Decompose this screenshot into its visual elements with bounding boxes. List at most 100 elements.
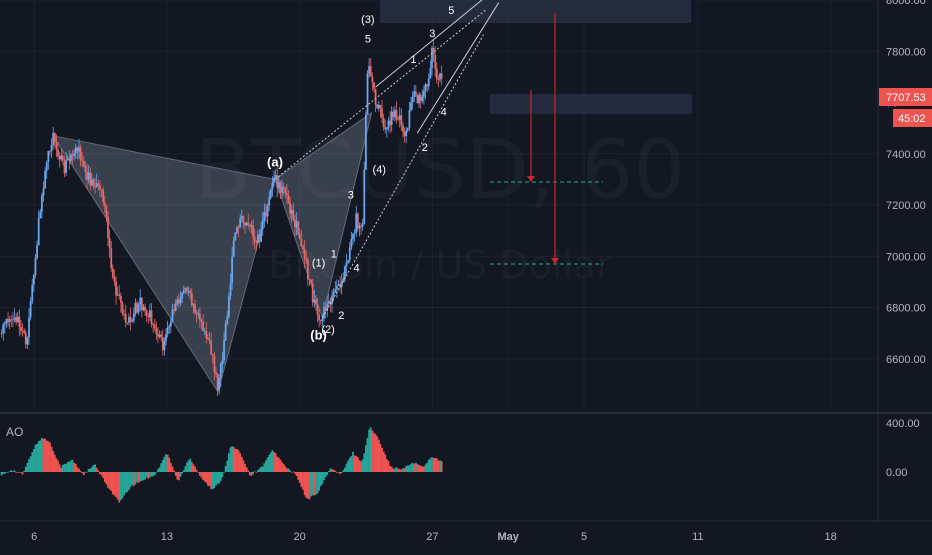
- ao-bar: [207, 472, 209, 486]
- ao-bar: [363, 453, 365, 472]
- time-tick-label: 6: [31, 531, 37, 543]
- ao-bar: [244, 464, 246, 472]
- time-tick-label: 18: [824, 531, 836, 543]
- price-candle: [194, 304, 196, 312]
- ao-bar: [347, 460, 349, 472]
- price-candle: [205, 331, 207, 338]
- ao-bar: [376, 436, 378, 472]
- price-candle: [310, 280, 312, 283]
- price-candle: [91, 180, 93, 186]
- ao-bar: [164, 457, 166, 472]
- price-candle: [373, 82, 375, 89]
- price-candle: [367, 73, 369, 114]
- price-candle: [27, 337, 29, 344]
- price-candle: [386, 128, 388, 130]
- ao-bar: [155, 472, 157, 473]
- ao-bar: [294, 472, 296, 474]
- ao-bar: [431, 457, 433, 472]
- ao-bar: [246, 467, 248, 472]
- price-candle: [418, 95, 420, 103]
- resistance-zone-top: [380, 0, 691, 23]
- ao-bar: [186, 463, 188, 472]
- ao-bar: [360, 461, 362, 472]
- ao-indicator-label: AO: [6, 425, 23, 439]
- ao-bar: [297, 472, 299, 480]
- ao-bar: [222, 472, 224, 477]
- price-tick-label: 6600.00: [886, 354, 926, 366]
- ao-bar: [391, 467, 393, 472]
- ao-bar: [49, 442, 51, 472]
- ao-bar: [389, 466, 391, 472]
- ao-bar: [81, 472, 83, 473]
- ao-bar: [143, 472, 145, 480]
- price-candle: [9, 319, 11, 322]
- price-candle: [44, 171, 46, 189]
- ao-bar: [138, 472, 140, 483]
- ao-bar: [265, 460, 267, 472]
- ao-bar: [1, 472, 3, 475]
- wave-label: 5: [448, 5, 454, 17]
- price-candle: [12, 320, 14, 321]
- ao-bar: [176, 472, 178, 480]
- price-candle: [62, 155, 64, 160]
- ao-bar: [59, 464, 61, 472]
- price-candle: [17, 317, 19, 322]
- price-candle: [109, 238, 111, 248]
- price-candle: [165, 334, 167, 341]
- price-candle: [123, 314, 125, 315]
- price-candle: [309, 279, 311, 280]
- ao-bar: [210, 472, 212, 489]
- ao-bar: [268, 455, 270, 472]
- ao-bar: [326, 472, 328, 475]
- price-candle: [349, 247, 351, 260]
- ao-bar: [7, 472, 9, 473]
- ao-bar: [381, 448, 383, 472]
- price-candle: [439, 73, 441, 79]
- ao-bar: [359, 460, 361, 472]
- price-candle: [280, 182, 282, 193]
- ao-bar: [276, 457, 278, 472]
- ao-bar: [139, 472, 141, 481]
- ao-bar: [22, 472, 24, 474]
- ao-bar: [425, 464, 427, 472]
- price-candle: [47, 151, 49, 162]
- ao-bar: [199, 472, 201, 476]
- price-candle: [381, 108, 383, 118]
- price-candle: [251, 225, 253, 226]
- price-candle: [415, 91, 417, 95]
- price-candle: [183, 289, 185, 292]
- price-candle: [234, 233, 236, 241]
- ao-bar: [238, 450, 240, 472]
- price-candle: [164, 341, 166, 351]
- price-candle: [144, 307, 146, 311]
- price-candle: [2, 324, 4, 333]
- price-candle: [70, 155, 72, 161]
- time-tick-label: 27: [426, 531, 438, 543]
- ao-bar: [151, 472, 153, 477]
- price-candle: [97, 183, 99, 185]
- ao-bar: [318, 472, 320, 491]
- price-candle: [376, 104, 378, 108]
- ao-bar: [371, 431, 373, 472]
- price-axis[interactable]: 8000.007800.007400.007200.007000.006800.…: [879, 0, 932, 479]
- price-candle: [223, 340, 225, 360]
- price-candle: [38, 218, 40, 245]
- ao-bar: [47, 441, 49, 472]
- price-candle: [344, 266, 346, 278]
- ao-bar: [30, 456, 32, 472]
- time-tick-label: 20: [293, 531, 305, 543]
- ao-bar: [64, 464, 66, 472]
- price-candle: [267, 206, 269, 217]
- ao-bar: [388, 461, 390, 472]
- ao-bar: [410, 464, 412, 472]
- ao-bar: [25, 467, 27, 472]
- price-tick-label: 7400.00: [886, 149, 926, 161]
- ao-bar: [321, 472, 323, 484]
- price-candle: [394, 110, 396, 117]
- ao-bar: [44, 439, 46, 472]
- ao-bar: [399, 469, 401, 472]
- price-candle: [52, 133, 54, 145]
